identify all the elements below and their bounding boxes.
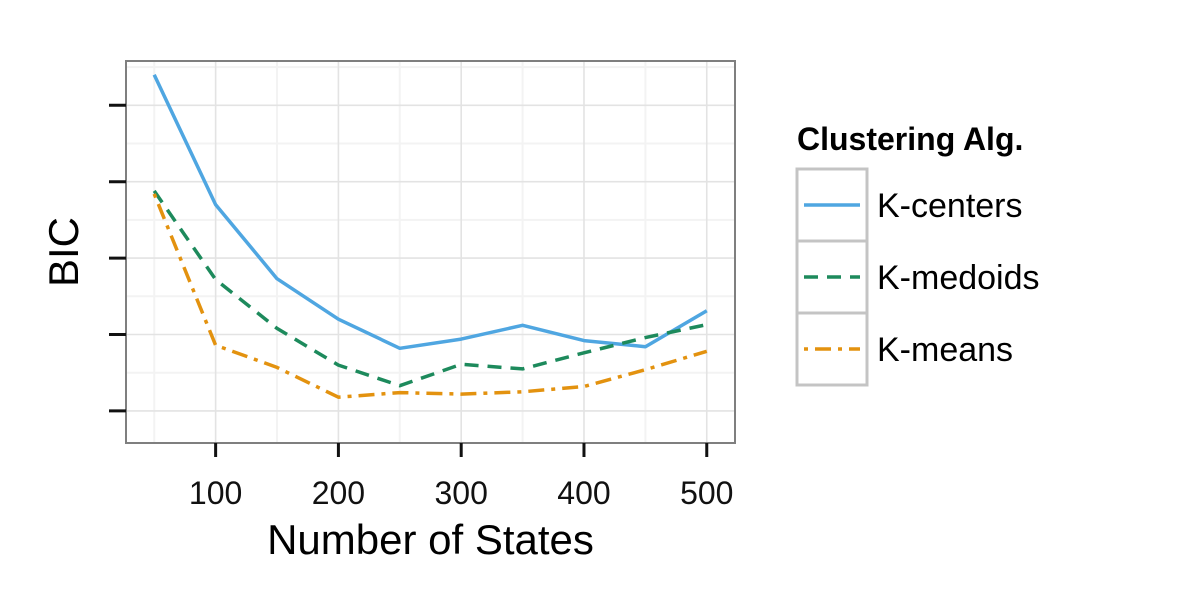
series-line-k-means bbox=[152, 193, 708, 399]
x-tick-label: 300 bbox=[435, 475, 488, 511]
x-axis: 100 200 300 400 500 bbox=[189, 443, 733, 511]
x-tick-label: 400 bbox=[557, 475, 610, 511]
major-gridlines bbox=[126, 61, 735, 443]
y-axis bbox=[109, 103, 126, 413]
legend-label-k-centers: K-centers bbox=[877, 187, 1023, 225]
plot-panel-border bbox=[125, 60, 736, 444]
series-layer bbox=[152, 74, 708, 399]
legend: Clustering Alg. K-centers K-medoids K-mean… bbox=[795, 121, 1040, 387]
legend-label-k-medoids: K-medoids bbox=[877, 259, 1040, 297]
legend-label-k-means: K-means bbox=[877, 331, 1013, 369]
series-line-k-centers bbox=[152, 74, 708, 351]
minor-gridlines bbox=[126, 61, 735, 443]
legend-title: Clustering Alg. bbox=[797, 121, 1023, 157]
x-tick-label: 100 bbox=[189, 475, 242, 511]
x-tick-label: 200 bbox=[312, 475, 365, 511]
x-axis-title: Number of States bbox=[267, 516, 594, 563]
series-line-k-medoids bbox=[152, 189, 708, 388]
y-axis-title: BIC bbox=[40, 217, 87, 287]
plot-panel-background bbox=[126, 61, 735, 443]
x-tick-label: 500 bbox=[680, 475, 733, 511]
